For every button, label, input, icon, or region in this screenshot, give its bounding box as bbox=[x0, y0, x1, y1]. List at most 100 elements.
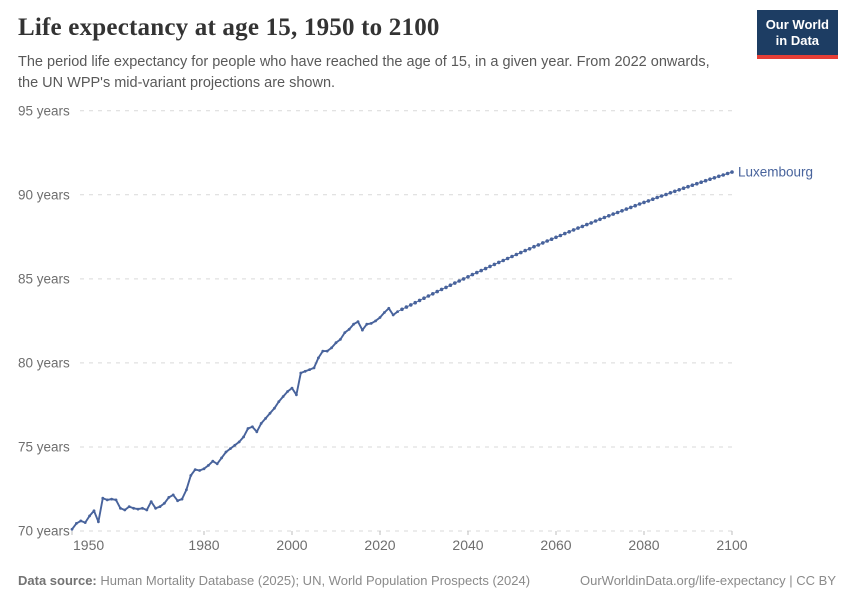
data-point bbox=[97, 520, 100, 524]
data-point bbox=[75, 522, 78, 525]
data-point bbox=[163, 501, 166, 505]
data-point bbox=[637, 202, 642, 206]
data-point bbox=[708, 177, 712, 181]
data-point bbox=[409, 303, 413, 307]
data-point bbox=[383, 311, 386, 314]
data-point bbox=[730, 170, 734, 174]
data-point bbox=[620, 209, 624, 213]
data-point bbox=[207, 464, 210, 467]
data-point bbox=[251, 425, 254, 429]
data-point bbox=[413, 300, 418, 305]
chart-subtitle: The period life expectancy for people wh… bbox=[18, 54, 710, 91]
data-point bbox=[563, 231, 567, 236]
data-point bbox=[712, 176, 717, 180]
x-axis-label: 2080 bbox=[628, 537, 659, 553]
owid-link[interactable]: OurWorldinData.org/life-expectancy | CC … bbox=[579, 573, 836, 588]
data-point bbox=[325, 349, 329, 353]
data-point bbox=[497, 260, 501, 265]
data-point bbox=[171, 493, 175, 497]
data-point bbox=[233, 443, 237, 447]
data-point bbox=[523, 248, 527, 253]
data-point bbox=[567, 230, 571, 234]
data-point bbox=[101, 496, 105, 500]
data-point bbox=[404, 305, 409, 309]
data-point bbox=[387, 306, 391, 310]
data-point bbox=[400, 307, 404, 312]
data-point bbox=[83, 521, 87, 524]
data-point bbox=[308, 368, 311, 371]
data-point bbox=[444, 285, 448, 290]
data-point bbox=[277, 400, 281, 403]
data-point bbox=[457, 279, 462, 283]
data-point bbox=[114, 498, 118, 502]
x-axis-label: 2040 bbox=[452, 537, 483, 553]
data-point bbox=[237, 440, 241, 444]
data-point bbox=[527, 247, 532, 251]
data-point bbox=[576, 226, 580, 230]
data-point bbox=[215, 462, 219, 466]
data-point bbox=[176, 499, 180, 503]
data-point bbox=[585, 222, 589, 227]
data-point bbox=[598, 217, 602, 222]
data-point bbox=[361, 328, 364, 332]
data-point bbox=[110, 497, 113, 501]
data-point bbox=[435, 289, 440, 294]
data-point bbox=[431, 292, 435, 296]
data-point bbox=[127, 505, 131, 508]
data-point bbox=[453, 281, 457, 285]
data-point bbox=[651, 197, 655, 201]
data-source-note: Data source: Human Mortality Database (2… bbox=[18, 573, 530, 588]
data-point bbox=[510, 254, 514, 259]
data-point bbox=[281, 395, 285, 398]
data-point bbox=[352, 322, 355, 326]
data-point bbox=[132, 506, 136, 510]
data-point bbox=[492, 262, 497, 267]
data-point bbox=[154, 506, 158, 510]
data-point bbox=[229, 447, 232, 450]
data-point bbox=[448, 283, 453, 288]
data-point bbox=[299, 371, 303, 375]
data-point bbox=[347, 327, 351, 331]
data-point bbox=[633, 203, 637, 208]
data-point bbox=[123, 508, 127, 512]
x-axis-label: 2020 bbox=[364, 537, 395, 553]
data-point bbox=[466, 275, 470, 279]
data-point bbox=[365, 322, 369, 326]
data-point bbox=[717, 174, 721, 179]
data-point bbox=[79, 519, 83, 523]
x-axis-label: 2000 bbox=[276, 537, 307, 553]
data-point bbox=[211, 459, 215, 463]
data-point bbox=[295, 393, 298, 397]
data-point bbox=[334, 341, 338, 345]
data-point bbox=[514, 252, 519, 257]
data-point bbox=[286, 390, 289, 393]
data-point bbox=[88, 514, 91, 518]
data-point bbox=[501, 258, 506, 263]
data-point bbox=[483, 266, 488, 271]
data-point bbox=[554, 235, 558, 240]
data-point bbox=[615, 210, 620, 215]
entity-label[interactable]: Luxembourg bbox=[738, 165, 813, 180]
data-point bbox=[202, 467, 206, 471]
chart-footer: Data source: Human Mortality Database (2… bbox=[18, 573, 836, 588]
data-point bbox=[317, 356, 320, 360]
data-point bbox=[580, 224, 585, 229]
data-source-label: Data source: bbox=[18, 573, 97, 588]
data-point bbox=[321, 349, 325, 353]
data-point bbox=[536, 243, 541, 247]
data-point bbox=[721, 173, 725, 177]
data-point bbox=[659, 194, 664, 198]
data-point bbox=[145, 508, 149, 512]
data-point bbox=[330, 346, 333, 350]
series-line-projection bbox=[397, 171, 733, 313]
owid-logo[interactable]: Our World in Data bbox=[756, 10, 838, 60]
data-point bbox=[629, 205, 633, 210]
data-point bbox=[268, 411, 272, 415]
data-point bbox=[725, 171, 730, 176]
data-point bbox=[703, 178, 708, 183]
data-point bbox=[136, 507, 140, 511]
data-point bbox=[668, 191, 673, 195]
data-point bbox=[417, 298, 422, 303]
data-point bbox=[426, 294, 431, 298]
data-point bbox=[571, 228, 576, 232]
